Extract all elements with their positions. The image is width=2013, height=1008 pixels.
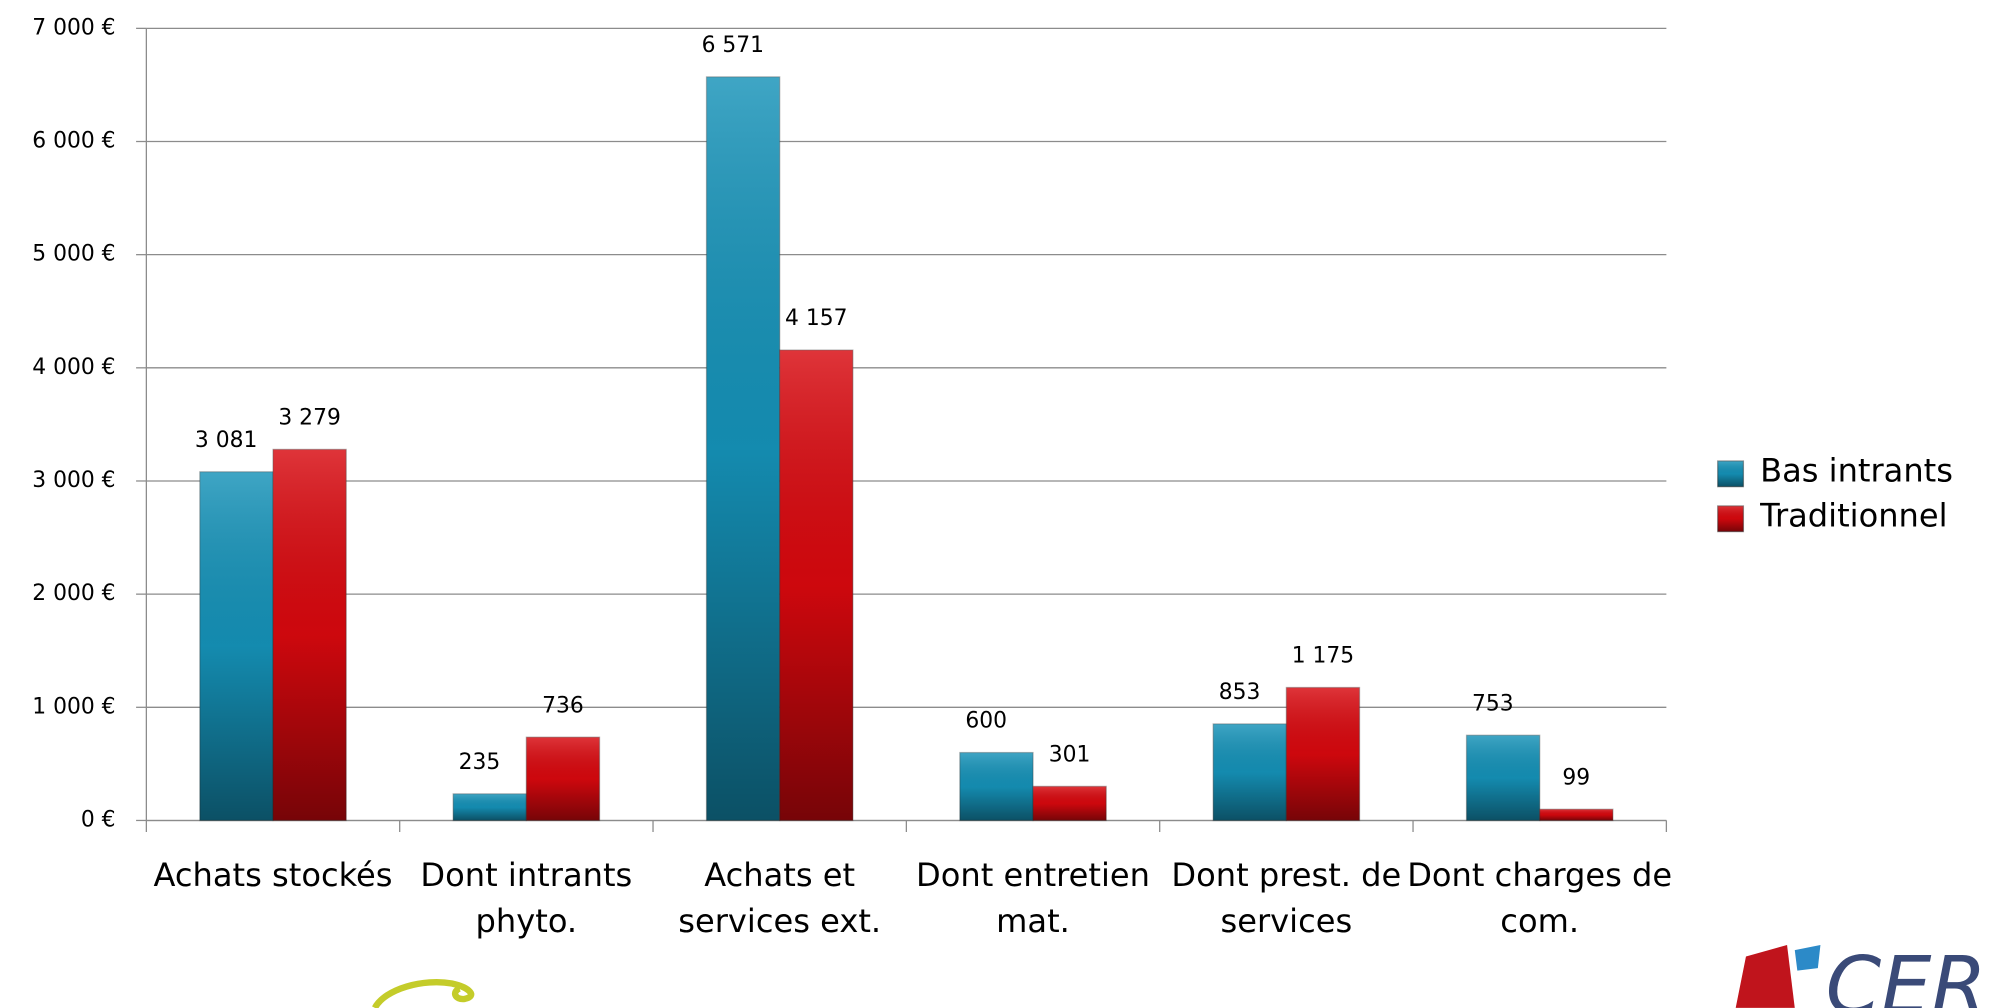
y-tick-label: 1 000 € — [32, 694, 115, 719]
value-label: 3 279 — [278, 406, 340, 431]
value-label: 3 081 — [195, 428, 257, 453]
y-tick-label: 5 000 € — [32, 242, 115, 267]
x-tick-label-box: Dont intrants phyto. — [420, 856, 633, 940]
legend-label: Traditionnel — [1759, 496, 1947, 534]
y-tick-label: 6 000 € — [32, 129, 115, 154]
logo-shape — [1794, 944, 1821, 971]
value-label: 99 — [1562, 765, 1590, 790]
value-label: 4 157 — [785, 306, 847, 331]
bar — [272, 448, 347, 822]
x-tick-label: Achats et services ext. — [678, 856, 882, 940]
bar — [452, 793, 528, 822]
logo-shape — [1735, 944, 1795, 1008]
bar — [1212, 723, 1288, 822]
bar — [1539, 808, 1614, 822]
x-tick-label-box: Dont entretien mat. — [916, 856, 1151, 940]
y-tick-label: 7 000 € — [32, 15, 115, 40]
bar — [199, 471, 274, 822]
bar — [1032, 785, 1107, 822]
bar — [705, 76, 781, 822]
x-tick-label: Dont entretien mat. — [916, 856, 1151, 940]
value-label: 853 — [1219, 680, 1261, 705]
value-label: 600 — [965, 709, 1007, 734]
logo-swirl — [372, 979, 475, 1008]
value-label: 1 175 — [1292, 644, 1354, 669]
bar — [1465, 734, 1541, 822]
value-label: 753 — [1472, 691, 1514, 716]
logo: CER — [372, 939, 1987, 1008]
bar — [1285, 686, 1361, 822]
x-tick-label-box: Achats et services ext. — [678, 856, 882, 940]
legend-label: Bas intrants — [1760, 452, 1953, 490]
x-tick-label: Dont prest. de services — [1171, 856, 1402, 940]
x-tick-label: Achats stockés — [153, 856, 393, 894]
x-tick-label-box: Achats stockés — [153, 856, 393, 894]
bar — [525, 736, 601, 822]
value-label: 301 — [1049, 743, 1091, 768]
value-label: 736 — [542, 693, 584, 718]
value-label: 6 571 — [702, 33, 764, 58]
y-tick-label: 3 000 € — [32, 468, 115, 493]
logo-text: CER — [1826, 939, 1987, 1008]
y-tick-label: 0 € — [81, 807, 116, 832]
value-label: 235 — [459, 750, 501, 775]
legend-swatch-shading — [1717, 460, 1744, 487]
x-tick-label-box: Dont prest. de services — [1171, 856, 1402, 940]
legend-swatch-shading — [1717, 505, 1744, 532]
x-tick-label: Dont intrants phyto. — [420, 856, 633, 940]
bar — [779, 349, 854, 822]
y-tick-label: 4 000 € — [32, 355, 115, 380]
bar — [959, 751, 1034, 822]
y-tick-label: 2 000 € — [32, 581, 115, 606]
x-tick-label-box: Dont charges de com. — [1407, 856, 1673, 940]
x-tick-label: Dont charges de com. — [1407, 856, 1673, 940]
